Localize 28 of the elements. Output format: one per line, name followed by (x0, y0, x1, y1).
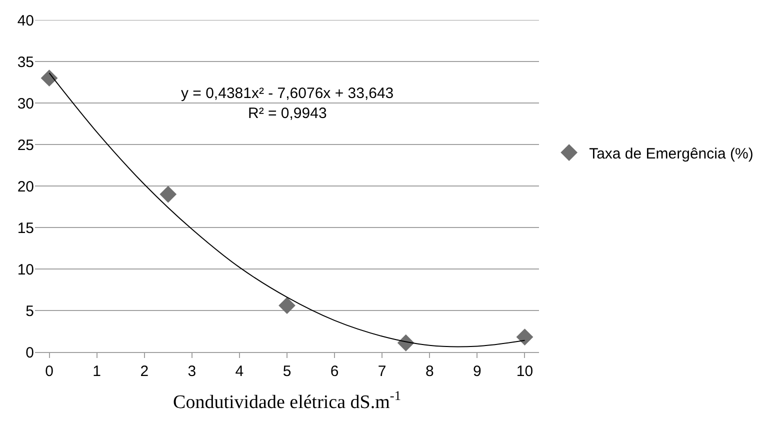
annotation: R² = 0,9943 (248, 105, 327, 122)
legend-label: Taxa de Emergência (%) (589, 145, 754, 162)
point (516, 328, 534, 346)
x-tick-label: 6 (330, 363, 339, 380)
y-tick-label: 5 (26, 302, 34, 320)
point (160, 186, 177, 203)
x-tick-label: 2 (140, 363, 149, 380)
x-tick-label: 10 (516, 363, 534, 380)
x-tick-label: 1 (92, 363, 101, 380)
x-tick-label: 4 (235, 363, 244, 380)
y-tick-label: 25 (17, 136, 34, 154)
x-tick-label: 9 (473, 363, 482, 380)
y-tick-label: 15 (17, 220, 34, 237)
x-tick-label: 3 (188, 363, 196, 380)
y-tick-label: 30 (17, 95, 34, 112)
y-tick-label: 0 (26, 344, 34, 362)
y-tick-label: 40 (17, 12, 34, 30)
x-tick-label: 5 (282, 363, 292, 380)
x-tick-label: 0 (45, 363, 54, 380)
x-tick-label: 7 (378, 363, 386, 380)
point (40, 70, 58, 87)
y-tick-label: 20 (17, 178, 34, 196)
y-tick-label: 10 (17, 261, 34, 278)
x-axis-title: Condutividade elétrica dS.m$^{-1}$ (173, 388, 401, 413)
annotation: y = 0,4381x² - 7,6076x + 33,643 (181, 85, 394, 102)
y-tick-label: 35 (17, 54, 34, 71)
point (278, 297, 296, 314)
x-tick-label: 8 (425, 363, 434, 380)
